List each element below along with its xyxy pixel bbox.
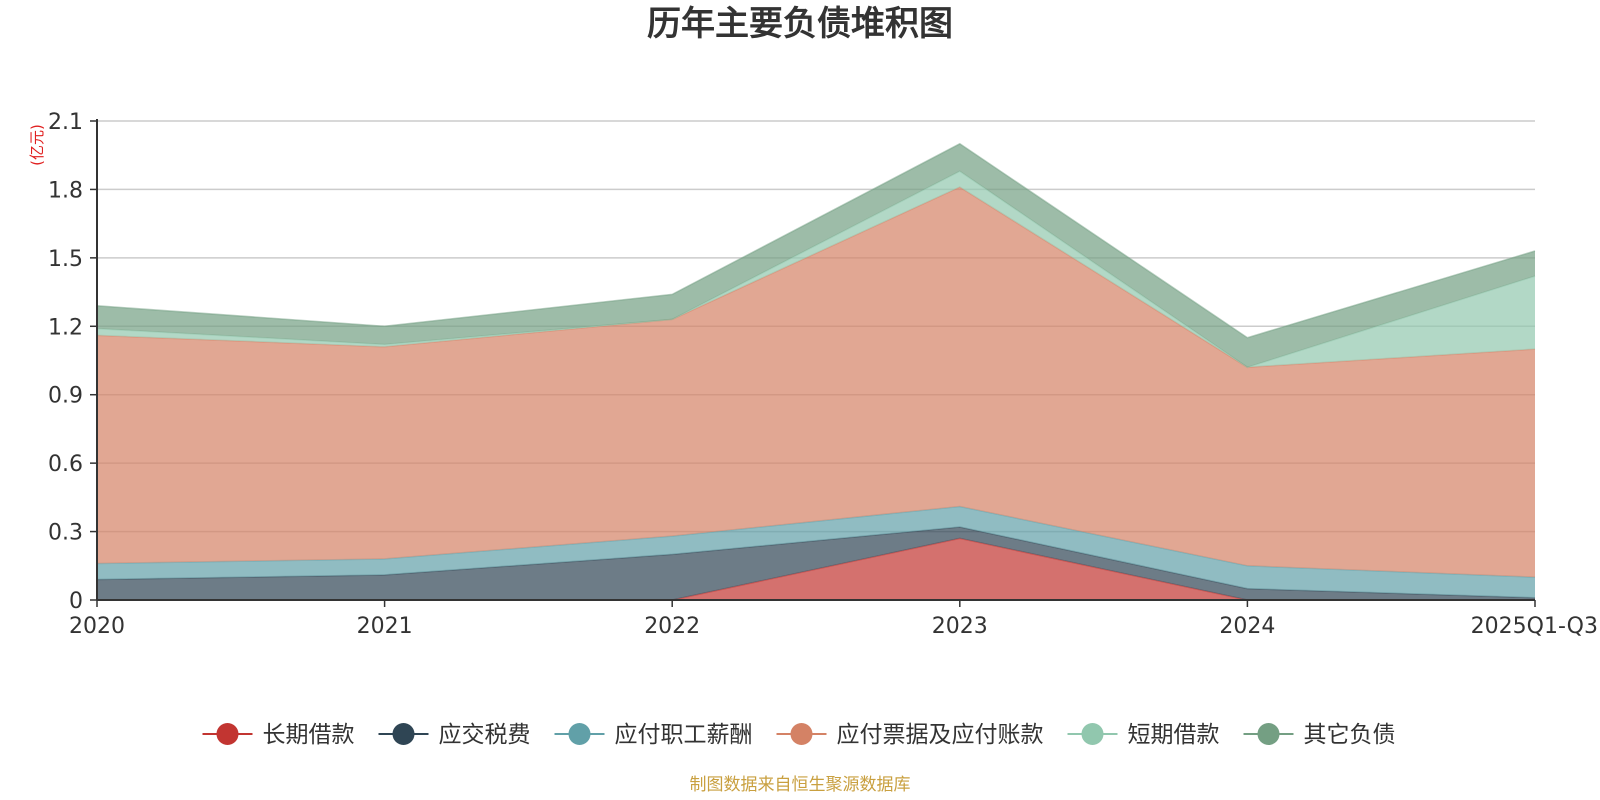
legend-label: 长期借款: [263, 722, 355, 748]
y-axis-unit: (亿元): [28, 124, 46, 166]
legend-label: 应付票据及应付账款: [837, 722, 1044, 748]
legend-marker: [790, 723, 813, 745]
legend-label: 短期借款: [1128, 722, 1220, 748]
legend-item-其它负债[interactable]: 其它负债: [1243, 722, 1396, 748]
legend-marker: [216, 723, 239, 745]
area-应付票据及应付账款: [97, 187, 1535, 578]
legend-label: 应付职工薪酬: [615, 722, 753, 748]
legend-item-应付职工薪酬[interactable]: 应付职工薪酬: [554, 722, 753, 748]
y-tick-label: 1.5: [48, 247, 83, 272]
legend-marker: [392, 723, 415, 745]
legend-item-长期借款[interactable]: 长期借款: [202, 722, 355, 748]
x-tick-label: 2020: [69, 614, 125, 639]
area-series: [96, 142, 1536, 601]
x-tick-label: 2024: [1219, 614, 1275, 639]
x-tick-label: 2023: [932, 614, 988, 639]
legend-marker: [568, 723, 591, 745]
axes: 0 0.3 0.6 0.9 1.2 1.5 1.8 2.1 2020 2021 2022 2023 20…: [48, 110, 1598, 639]
x-tick-label: 2021: [357, 614, 413, 639]
legend-label: 其它负债: [1304, 722, 1396, 748]
legend-marker: [1257, 723, 1280, 745]
y-tick-label: 1.8: [48, 178, 83, 203]
legend-item-短期借款[interactable]: 短期借款: [1067, 722, 1220, 748]
legend[interactable]: 长期借款 应交税费 应付职工薪酬 应付票据及应付账款 短期借款 其它负债: [202, 722, 1396, 748]
data-source-note: 制图数据来自恒生聚源数据库: [690, 775, 911, 795]
area-edge-短期借款: [96, 170, 1536, 369]
y-tick-label: 0.3: [48, 521, 83, 546]
chart-title: 历年主要负债堆积图: [647, 4, 953, 44]
y-tick-label: 2.1: [48, 110, 83, 135]
y-tick-label: 1.2: [48, 315, 83, 340]
x-tick-label: 2022: [644, 614, 700, 639]
y-tick-label: 0.9: [48, 384, 83, 409]
area-应付职工薪酬: [97, 506, 1535, 598]
legend-label: 应交税费: [439, 722, 531, 748]
legend-item-应付票据及应付账款[interactable]: 应付票据及应付账款: [776, 722, 1044, 748]
area-其它负债: [97, 143, 1535, 368]
y-tick-label: 0.6: [48, 452, 83, 477]
x-tick-label: 2025Q1-Q3: [1471, 614, 1598, 639]
y-tick-label: 0: [69, 589, 83, 614]
area-edge-其它负债: [96, 142, 1536, 339]
legend-marker: [1081, 723, 1104, 745]
legend-item-应交税费[interactable]: 应交税费: [378, 722, 531, 748]
area-应交税费: [97, 527, 1535, 600]
